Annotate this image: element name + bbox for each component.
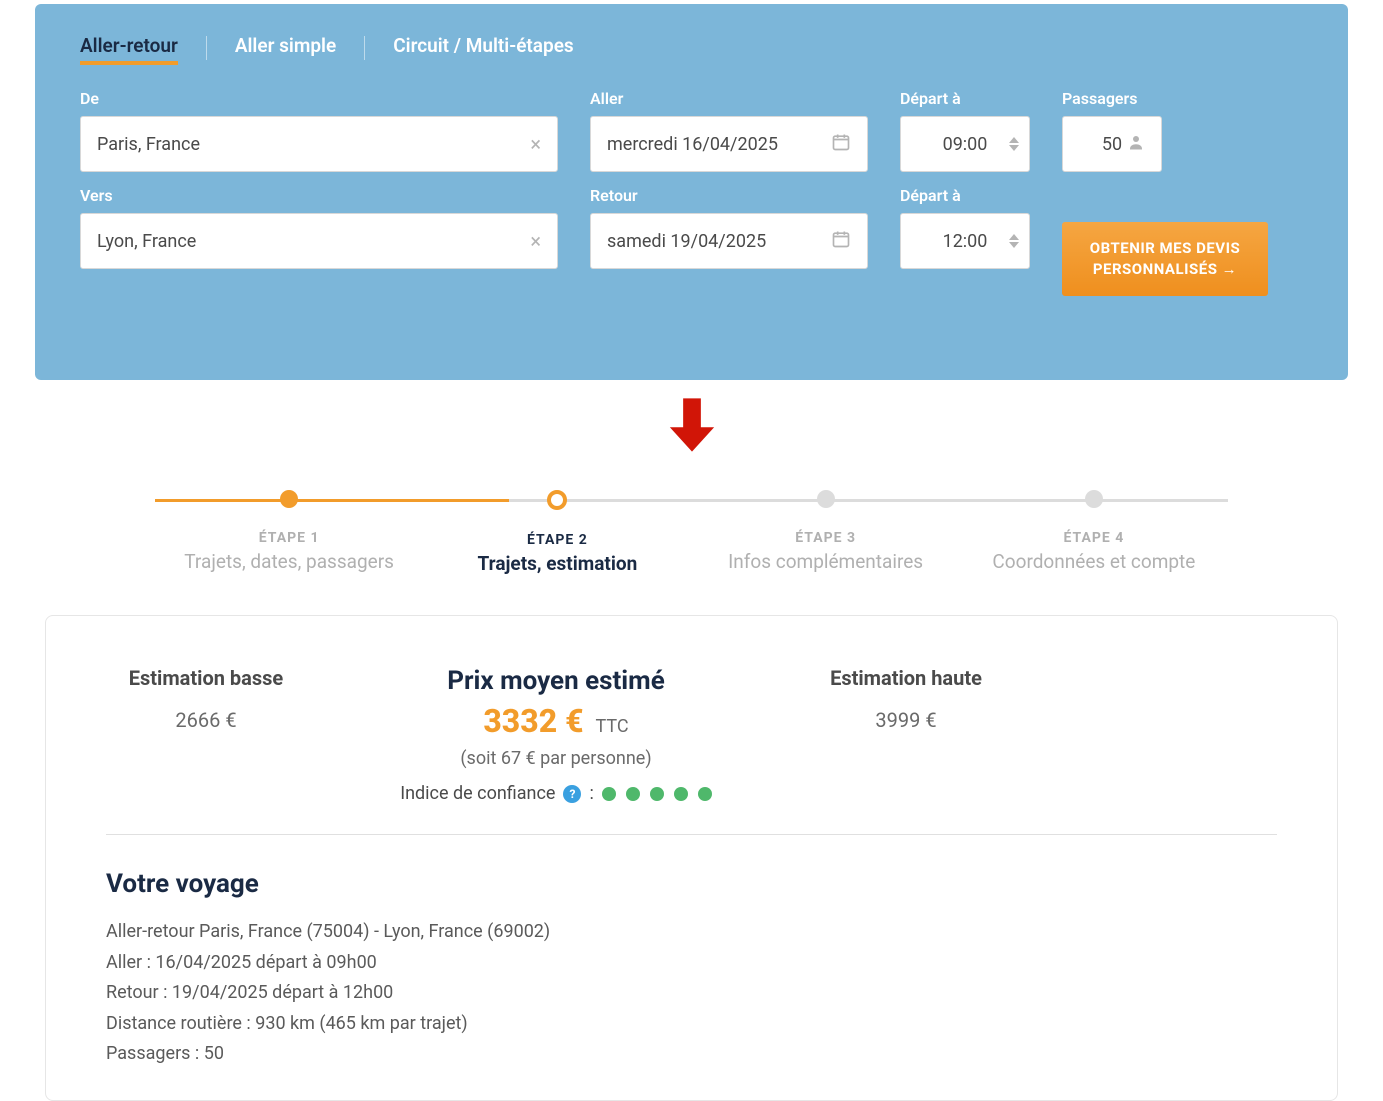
estimate-high-value: 3999 € (806, 708, 1006, 732)
tab-divider (206, 36, 207, 60)
from-value: Paris, France (97, 134, 200, 155)
outbound-date-field: Aller mercredi 16/04/2025 (590, 89, 868, 172)
estimate-mid-value: 3332 € (483, 702, 583, 740)
outbound-time-value: 09:00 (943, 134, 988, 155)
voyage-line: Retour : 19/04/2025 départ à 12h00 (106, 978, 1277, 1009)
submit-field: OBTENIR MES DEVIS PERSONNALISÉS → (1062, 186, 1268, 296)
tab-one-way[interactable]: Aller simple (235, 34, 336, 65)
voyage-title: Votre voyage (106, 869, 1277, 899)
confidence-dot (650, 787, 664, 801)
step-label: Coordonnées et compte (960, 550, 1228, 573)
step-number: ÉTAPE 4 (960, 530, 1228, 546)
outbound-time-input[interactable]: 09:00 (900, 116, 1030, 172)
spinner-up-icon[interactable] (1009, 234, 1019, 240)
from-input[interactable]: Paris, France × (80, 116, 558, 172)
to-field: Vers Lyon, France × (80, 186, 558, 296)
step-dot (1085, 490, 1103, 508)
outbound-date-input[interactable]: mercredi 16/04/2025 (590, 116, 868, 172)
estimate-low: Estimation basse 2666 € (106, 666, 306, 804)
tab-round-trip[interactable]: Aller-retour (80, 34, 178, 65)
step-number: ÉTAPE 2 (423, 532, 691, 548)
step-dot (280, 490, 298, 508)
estimate-mid: Prix moyen estimé 3332 € TTC (soit 67 € … (376, 666, 736, 804)
trip-type-tabs: Aller-retour Aller simple Circuit / Mult… (80, 34, 1303, 65)
step-number: ÉTAPE 3 (692, 530, 960, 546)
depart-at-label: Départ à (900, 89, 1030, 108)
to-input[interactable]: Lyon, France × (80, 213, 558, 269)
confidence-dot (698, 787, 712, 801)
info-icon[interactable]: ? (563, 785, 581, 803)
person-icon (1127, 133, 1145, 156)
confidence-row: Indice de confiance ? : (376, 783, 736, 804)
calendar-icon (831, 229, 851, 254)
estimate-ttc-label: TTC (596, 716, 629, 737)
calendar-icon (831, 132, 851, 157)
estimate-high-title: Estimation haute (806, 666, 1006, 690)
step-dot (817, 490, 835, 508)
return-label: Retour (590, 186, 868, 205)
confidence-dot (602, 787, 616, 801)
voyage-line: Passagers : 50 (106, 1039, 1277, 1070)
passengers-input[interactable]: 50 (1062, 116, 1162, 172)
tab-divider (364, 36, 365, 60)
voyage-line: Aller-retour Paris, France (75004) - Lyo… (106, 917, 1277, 948)
clear-to-icon[interactable]: × (530, 229, 541, 253)
time-spinner[interactable] (1009, 137, 1019, 151)
confidence-colon: : (589, 783, 593, 804)
outbound-date-value: mercredi 16/04/2025 (607, 134, 778, 155)
step-active[interactable]: ÉTAPE 2 Trajets, estimation (423, 490, 691, 575)
outbound-time-field: Départ à 09:00 (900, 89, 1030, 172)
price-estimates: Estimation basse 2666 € Prix moyen estim… (106, 666, 1277, 835)
time-spinner[interactable] (1009, 234, 1019, 248)
get-quotes-button[interactable]: OBTENIR MES DEVIS PERSONNALISÉS → (1062, 222, 1268, 296)
passengers-field: Passagers 50 (1062, 89, 1162, 172)
results-card: Estimation basse 2666 € Prix moyen estim… (45, 615, 1338, 1101)
return-date-input[interactable]: samedi 19/04/2025 (590, 213, 868, 269)
spinner-up-icon[interactable] (1009, 137, 1019, 143)
confidence-label: Indice de confiance (400, 783, 555, 804)
to-value: Lyon, France (97, 231, 196, 252)
step-dot (547, 490, 567, 510)
to-label: Vers (80, 186, 558, 205)
return-time-field: Départ à 12:00 (900, 186, 1030, 296)
from-field: De Paris, France × (80, 89, 558, 172)
depart-at-label-return: Départ à (900, 186, 1030, 205)
progress-stepper: ÉTAPE 1 Trajets, dates, passagersÉTAPE 2 T… (155, 490, 1228, 575)
estimate-low-title: Estimation basse (106, 666, 306, 690)
estimate-high: Estimation haute 3999 € (806, 666, 1006, 804)
tab-multi-stage[interactable]: Circuit / Multi-étapes (393, 34, 573, 65)
estimate-low-value: 2666 € (106, 708, 306, 732)
step-label: Infos complémentaires (692, 550, 960, 573)
arrow-down-icon (35, 394, 1348, 460)
return-time-value: 12:00 (943, 231, 988, 252)
clear-from-icon[interactable]: × (530, 132, 541, 156)
return-date-value: samedi 19/04/2025 (607, 231, 766, 252)
voyage-summary: Votre voyage Aller-retour Paris, France … (106, 869, 1277, 1070)
outbound-label: Aller (590, 89, 868, 108)
passengers-label: Passagers (1062, 89, 1162, 108)
search-panel: Aller-retour Aller simple Circuit / Mult… (35, 4, 1348, 380)
spinner-down-icon[interactable] (1009, 242, 1019, 248)
step-number: ÉTAPE 1 (155, 530, 423, 546)
voyage-line: Distance routière : 930 km (465 km par t… (106, 1009, 1277, 1040)
estimate-mid-title: Prix moyen estimé (376, 666, 736, 696)
spinner-down-icon[interactable] (1009, 145, 1019, 151)
estimate-per-person: (soit 67 € par personne) (376, 748, 736, 769)
from-label: De (80, 89, 558, 108)
step-label: Trajets, dates, passagers (155, 550, 423, 573)
step-label: Trajets, estimation (423, 552, 691, 575)
step-pending[interactable]: ÉTAPE 4 Coordonnées et compte (960, 490, 1228, 575)
return-time-input[interactable]: 12:00 (900, 213, 1030, 269)
return-date-field: Retour samedi 19/04/2025 (590, 186, 868, 296)
voyage-line: Aller : 16/04/2025 départ à 09h00 (106, 948, 1277, 979)
confidence-dot (626, 787, 640, 801)
passengers-value: 50 (1102, 134, 1122, 155)
confidence-dots (602, 787, 712, 801)
step-done[interactable]: ÉTAPE 1 Trajets, dates, passagers (155, 490, 423, 575)
step-pending[interactable]: ÉTAPE 3 Infos complémentaires (692, 490, 960, 575)
confidence-dot (674, 787, 688, 801)
